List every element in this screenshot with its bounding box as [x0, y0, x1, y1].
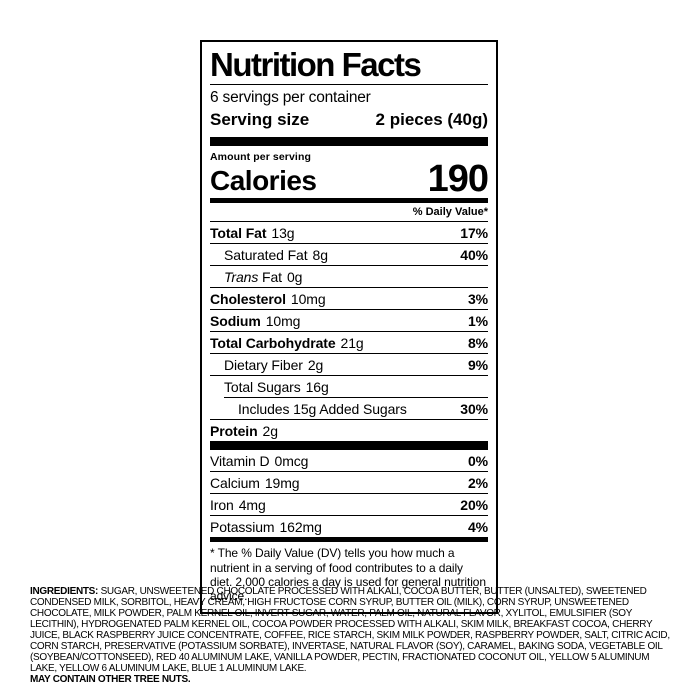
nutrient-amount: 8g: [312, 246, 328, 263]
nutrient-name: Calcium: [210, 474, 260, 491]
nutrient-name: Total Sugars: [224, 378, 301, 395]
nutrient-dv: 20%: [460, 496, 488, 513]
nutrient-row-cholesterol: Cholesterol 10mg 3%: [210, 287, 488, 309]
nutrient-dv: 40%: [460, 246, 488, 263]
nutrient-amount: 2g: [307, 356, 324, 373]
nutrient-amount: 19mg: [264, 474, 300, 491]
serving-size-row: Serving size 2 pieces (40g): [210, 110, 488, 130]
nutrient-name: Protein: [210, 422, 258, 439]
micronutrient-row-potassium: Potassium 162mg 4%: [210, 515, 488, 537]
nutrient-name: Cholesterol: [210, 290, 286, 307]
nutrient-amount: 10mg: [290, 290, 326, 307]
nutrient-amount: 21g: [340, 334, 364, 351]
ingredients-section: INGREDIENTS: SUGAR, UNSWEETENED CHOCOLAT…: [30, 586, 672, 685]
daily-value-footnote: * The % Daily Value (DV) tells you how m…: [210, 546, 486, 604]
micronutrient-row-vitamin-d: Vitamin D 0mcg 0%: [210, 450, 488, 471]
nutrient-row-protein: Protein 2g: [210, 419, 488, 441]
nutrient-amount: 4mg: [238, 496, 266, 513]
micronutrient-row-iron: Iron 4mg 20%: [210, 493, 488, 515]
nutrient-row-dietary-fiber: Dietary Fiber 2g 9%: [210, 353, 488, 375]
calories-label: Calories: [210, 165, 317, 197]
amount-per-serving-label: Amount per serving: [210, 151, 311, 163]
daily-value-header: % Daily Value*: [210, 203, 488, 223]
nutrient-row-total-fat: Total Fat 13g 17%: [210, 222, 488, 243]
micronutrient-row-calcium: Calcium 19mg 2%: [210, 471, 488, 493]
nutrient-name: Total Fat: [210, 224, 267, 241]
nutrient-name: Dietary Fiber: [224, 356, 303, 373]
nutrient-dv: 8%: [467, 334, 488, 351]
nutrient-name: Includes 15g Added Sugars: [238, 400, 407, 417]
nutrient-dv: 4%: [467, 518, 488, 535]
nutrient-amount: 16g: [305, 378, 329, 395]
calories-value: 190: [427, 158, 489, 200]
nutrient-row-sodium: Sodium 10mg 1%: [210, 309, 488, 331]
nutrient-name: Saturated Fat: [224, 246, 308, 263]
thick-divider-bar: [210, 137, 488, 146]
nutrient-name: Vitamin D: [210, 452, 270, 469]
ingredients-heading: INGREDIENTS:: [30, 586, 99, 597]
nutrient-name: Potassium: [210, 518, 275, 535]
nutrient-dv: 30%: [460, 400, 488, 417]
nutrition-facts-label: Nutrition Facts 6 servings per container…: [200, 40, 498, 614]
nutrient-row-added-sugars: Includes 15g Added Sugars 30%: [224, 398, 488, 419]
nutrient-amount: 162mg: [279, 518, 322, 535]
label-title: Nutrition Facts: [210, 48, 488, 85]
nutrient-name: Total Carbohydrate: [210, 334, 336, 351]
nutrient-dv: 17%: [460, 224, 488, 241]
nutrient-dv: 3%: [467, 290, 488, 307]
nutrient-dv: 1%: [467, 312, 488, 329]
medium-divider-bar: [210, 537, 488, 543]
ingredients-list: SUGAR, UNSWEETENED CHOCOLATE PROCESSED W…: [30, 586, 670, 674]
servings-per-container: 6 servings per container: [210, 89, 371, 106]
nutrient-row-trans-fat: Trans Fat 0g: [210, 265, 488, 287]
serving-size-label: Serving size: [210, 110, 310, 129]
nutrient-amount: 13g: [271, 224, 295, 241]
nutrient-dv: 2%: [467, 474, 488, 491]
nutrient-amount: 10mg: [265, 312, 301, 329]
nutrient-row-total-carbohydrate: Total Carbohydrate 21g 8%: [210, 331, 488, 353]
nutrient-dv: 9%: [467, 356, 488, 373]
ingredients-statement: INGREDIENTS: SUGAR, UNSWEETENED CHOCOLAT…: [30, 586, 672, 674]
nutrient-amount: 2g: [262, 422, 278, 439]
medium-divider-bar: [210, 198, 488, 204]
serving-size-value: 2 pieces (40g): [375, 110, 488, 129]
calories-row: Calories 190: [210, 158, 489, 200]
nutrient-name-italic: Trans: [224, 268, 259, 285]
nutrient-name: Iron: [210, 496, 234, 513]
added-sugars-divider: Includes 15g Added Sugars 30%: [224, 397, 488, 419]
nutrient-row-saturated-fat: Saturated Fat 8g 40%: [210, 243, 488, 265]
allergen-warning: MAY CONTAIN OTHER TREE NUTS.: [30, 674, 191, 685]
nutrient-name: Sodium: [210, 312, 261, 329]
nutrient-amount: 0mcg: [274, 452, 309, 469]
nutrient-row-total-sugars: Total Sugars 16g: [210, 375, 488, 397]
nutrient-amount: 0g: [286, 268, 303, 285]
nutrient-name: Fat: [262, 268, 282, 285]
thick-divider-bar: [210, 441, 488, 451]
nutrient-dv: 0%: [467, 452, 488, 469]
